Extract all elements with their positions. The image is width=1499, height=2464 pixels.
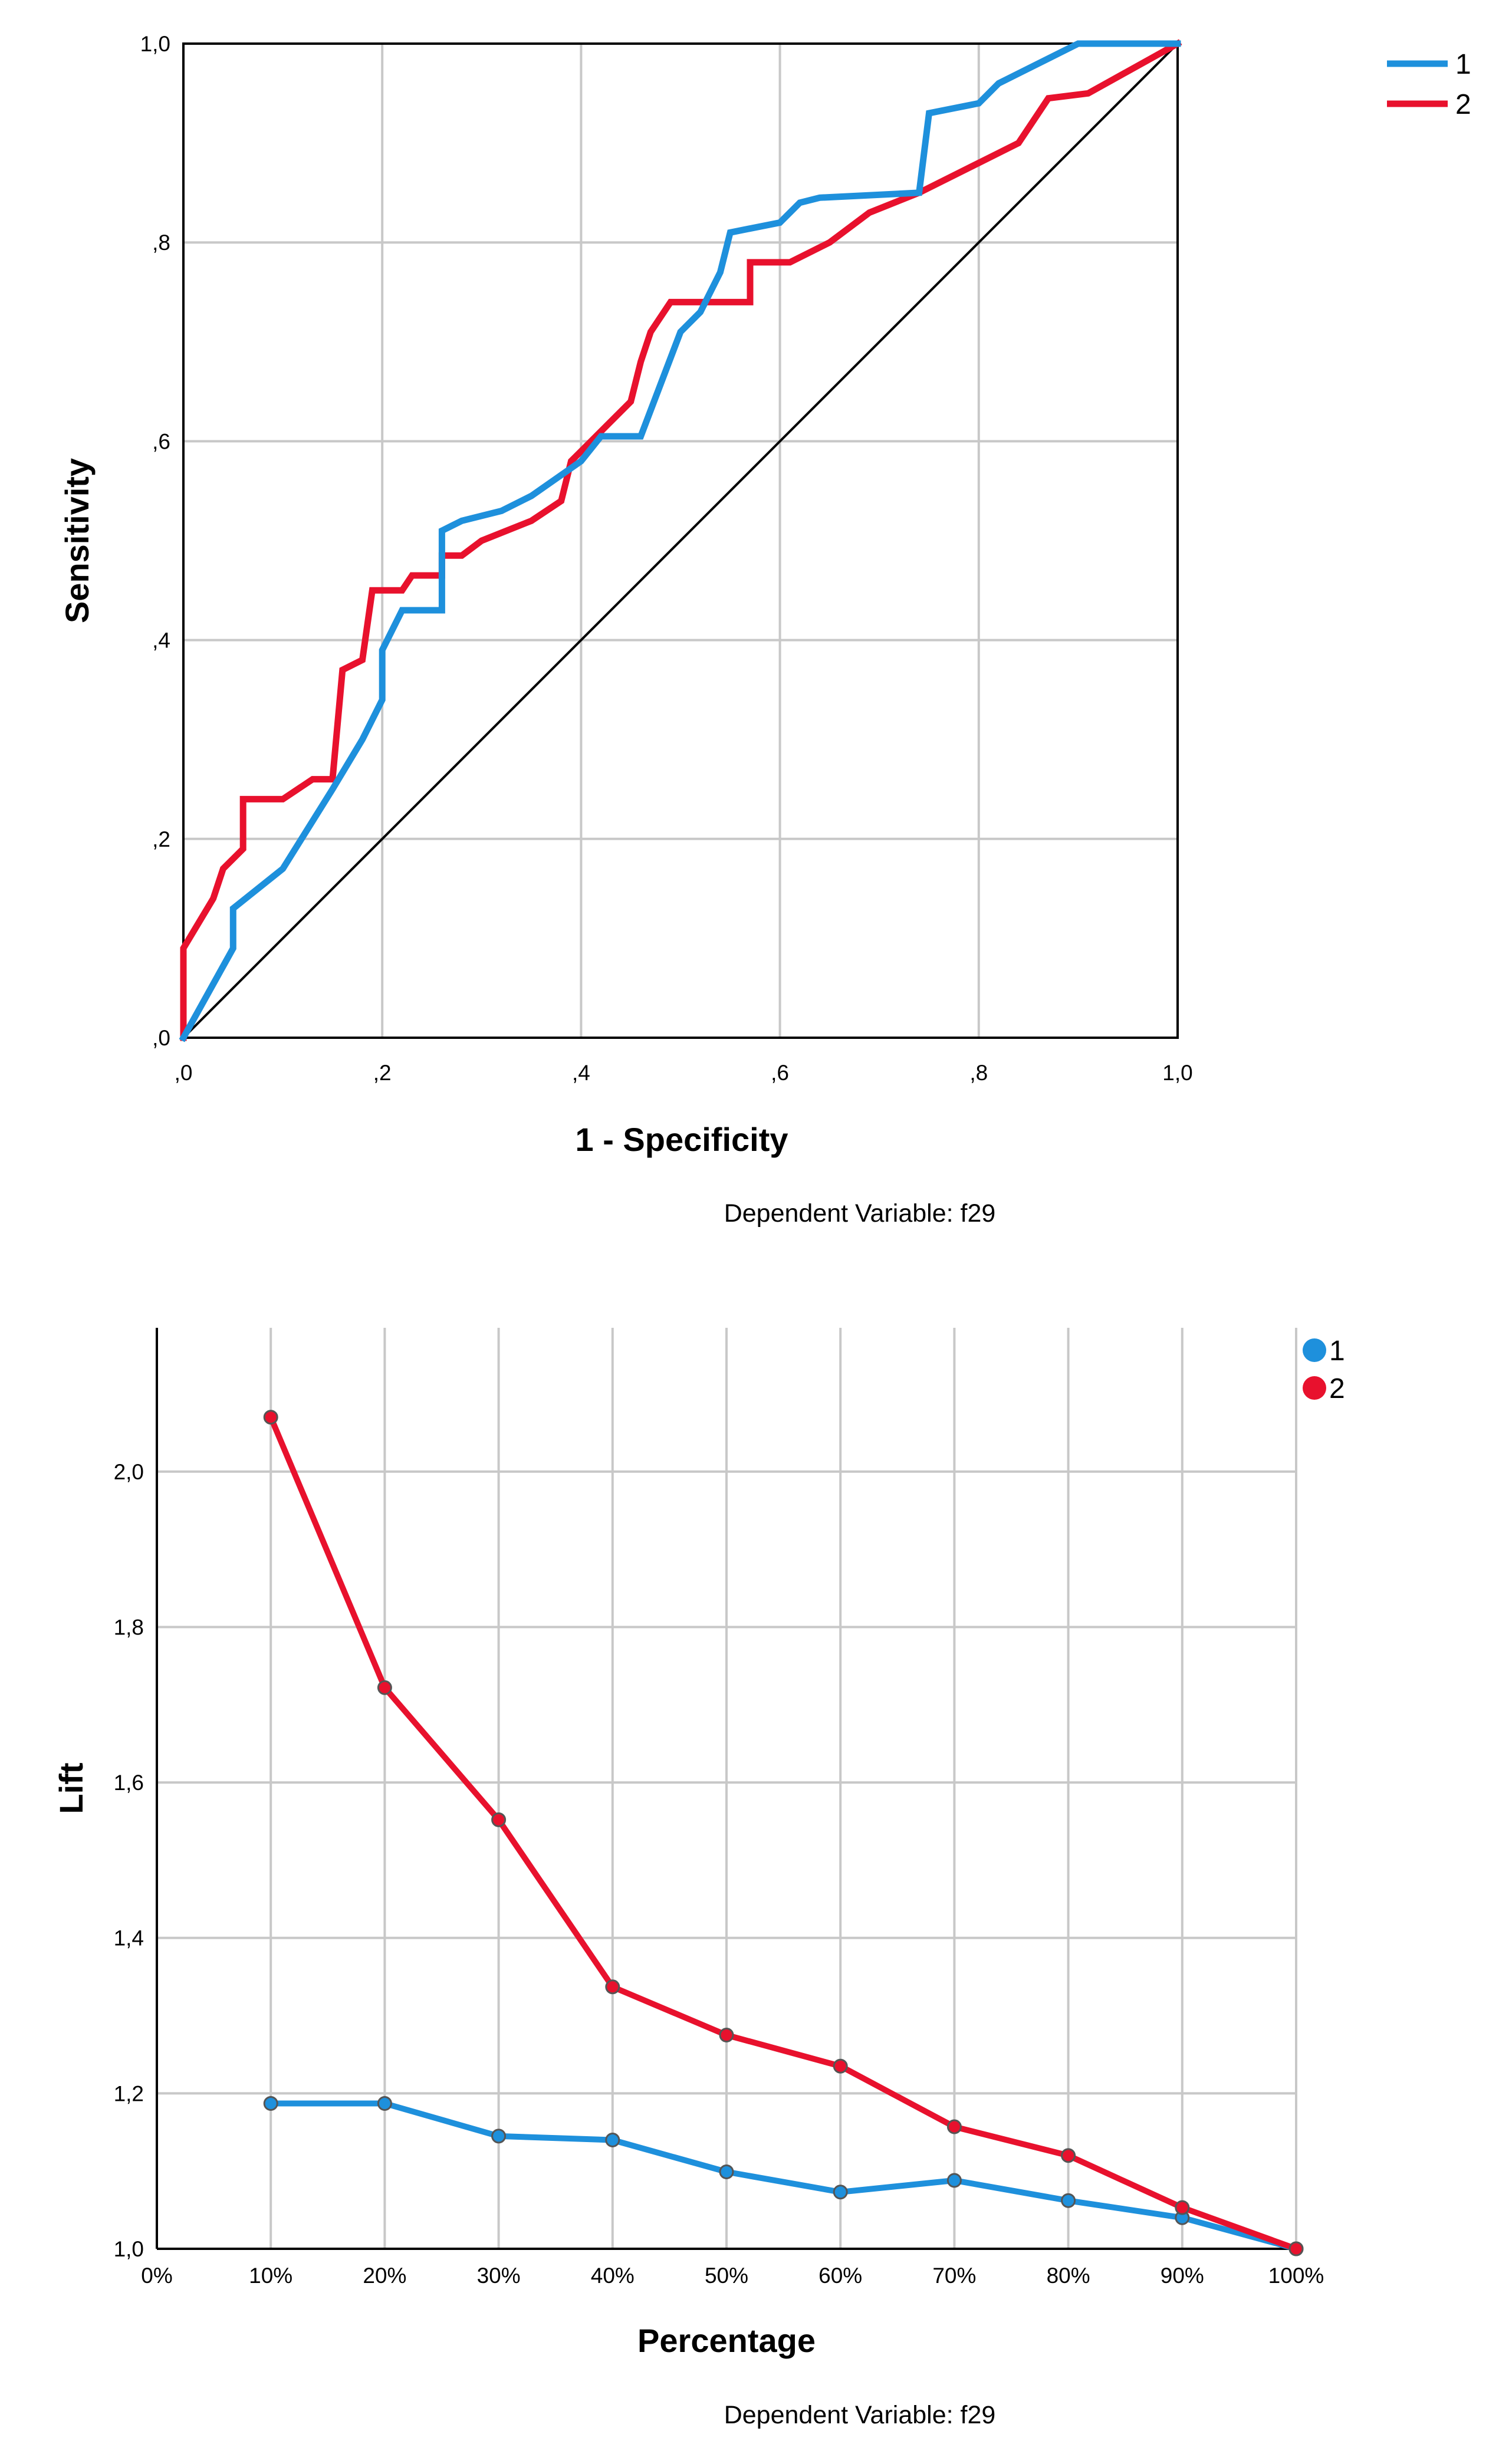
lift-x-tick-label: 90% — [1161, 2264, 1204, 2288]
lift-legend-label-2: 2 — [1329, 1373, 1345, 1404]
lift-series-2-line — [268, 1416, 1297, 2252]
lift-series-1-point — [833, 2185, 848, 2200]
lift-series-2-point — [1061, 2148, 1076, 2163]
lift-x-tick-label: 0% — [141, 2264, 172, 2288]
roc-caption: Dependent Variable: f29 — [724, 1199, 996, 1228]
roc-gridlines — [183, 44, 1178, 1038]
lift-legend-label-1: 1 — [1329, 1335, 1345, 1367]
roc-y-tick-label: ,2 — [152, 827, 170, 851]
lift-gridlines — [157, 1328, 1297, 2249]
lift-x-tick-label: 40% — [591, 2264, 635, 2288]
roc-legend-label-1: 1 — [1455, 49, 1471, 80]
roc-x-tick-label: ,4 — [572, 1061, 590, 1085]
roc-reference-line — [182, 42, 1179, 1039]
lift-series-2-point — [605, 1979, 620, 1995]
lift-x-tick-label: 100% — [1268, 2264, 1324, 2288]
roc-x-tick-label: ,2 — [373, 1061, 392, 1085]
lift-tick-labels: 0% 10% 20% 30% 40% 50% 60% 70% 80% 90% 100% 1,0 1,2 1… — [114, 1460, 1324, 2288]
lift-series-1-point — [263, 2096, 278, 2111]
lift-series-2-point — [491, 1812, 507, 1827]
lift-y-axis-title: Lift — [52, 1762, 90, 1814]
lift-series-1-line — [271, 2100, 1297, 2252]
roc-tick-labels: ,0 ,2 ,4 ,6 ,8 1,0 ,0 ,2 ,4 ,6 ,8 1,0 — [140, 32, 1193, 1085]
roc-y-tick-label: 1,0 — [140, 32, 170, 56]
lift-x-tick-label: 60% — [818, 2264, 862, 2288]
roc-x-tick-label: ,0 — [175, 1061, 193, 1085]
lift-series-2-point — [263, 1410, 278, 1425]
lift-y-tick-label: 1,6 — [114, 1771, 144, 1795]
lift-x-tick-label: 10% — [249, 2264, 292, 2288]
lift-caption: Dependent Variable: f29 — [724, 2401, 996, 2429]
lift-y-tick-label: 1,8 — [114, 1615, 144, 1639]
lift-series-1-point — [719, 2164, 734, 2180]
lift-series-1-point — [1061, 2193, 1076, 2208]
lift-series-2-point — [833, 2058, 848, 2074]
lift-legend: 1 2 — [1303, 1335, 1345, 1404]
roc-legend-label-2: 2 — [1455, 89, 1471, 120]
lift-series-1-point — [946, 2173, 962, 2188]
roc-y-tick-label: ,0 — [152, 1026, 170, 1050]
lift-y-tick-label: 1,0 — [114, 2237, 144, 2261]
lift-chart: 0% 10% 20% 30% 40% 50% 60% 70% 80% 90% 100% 1,0 1,2 1… — [52, 1328, 1345, 2429]
roc-y-axis-title: Sensitivity — [58, 458, 96, 623]
lift-x-tick-label: 30% — [477, 2264, 521, 2288]
lift-series-2-point — [719, 2028, 734, 2043]
lift-y-tick-label: 2,0 — [114, 1460, 144, 1484]
lift-series-lines — [263, 1410, 1304, 2256]
lift-legend-swatch-1 — [1303, 1338, 1326, 1362]
lift-legend-swatch-2 — [1303, 1376, 1326, 1400]
lift-x-tick-label: 70% — [932, 2264, 976, 2288]
roc-legend: 1 2 — [1387, 49, 1471, 120]
roc-x-tick-label: ,6 — [771, 1061, 789, 1085]
lift-x-tick-label: 80% — [1047, 2264, 1090, 2288]
lift-series-2-point — [1175, 2200, 1190, 2215]
lift-series-2-point — [377, 1680, 392, 1695]
roc-x-axis-title: 1 - Specificity — [575, 1121, 788, 1158]
roc-y-tick-label: ,6 — [152, 429, 170, 453]
lift-series-1-point — [491, 2129, 507, 2144]
roc-plot-frame — [182, 42, 1179, 1039]
lift-y-tick-label: 1,2 — [114, 2081, 144, 2106]
roc-x-tick-label: 1,0 — [1162, 1061, 1192, 1085]
lift-x-tick-label: 20% — [363, 2264, 406, 2288]
roc-chart: ,0 ,2 ,4 ,6 ,8 1,0 ,0 ,2 ,4 ,6 ,8 1,0 1 - Specifici… — [58, 32, 1471, 1228]
lift-x-tick-label: 50% — [705, 2264, 748, 2288]
lift-series-2-point — [946, 2119, 962, 2134]
lift-x-axis-title: Percentage — [637, 2322, 816, 2359]
roc-y-tick-label: ,8 — [152, 231, 170, 255]
roc-series-lines — [179, 39, 1182, 1042]
roc-series-1-line — [179, 40, 1181, 1042]
lift-series-2-point — [1288, 2241, 1304, 2256]
lift-series-1-point — [605, 2132, 620, 2147]
lift-y-tick-label: 1,4 — [114, 1926, 144, 1950]
lift-series-1-point — [377, 2096, 392, 2111]
roc-x-tick-label: ,8 — [969, 1061, 988, 1085]
roc-y-tick-label: ,4 — [152, 629, 170, 653]
roc-series-2-line — [180, 39, 1182, 1041]
